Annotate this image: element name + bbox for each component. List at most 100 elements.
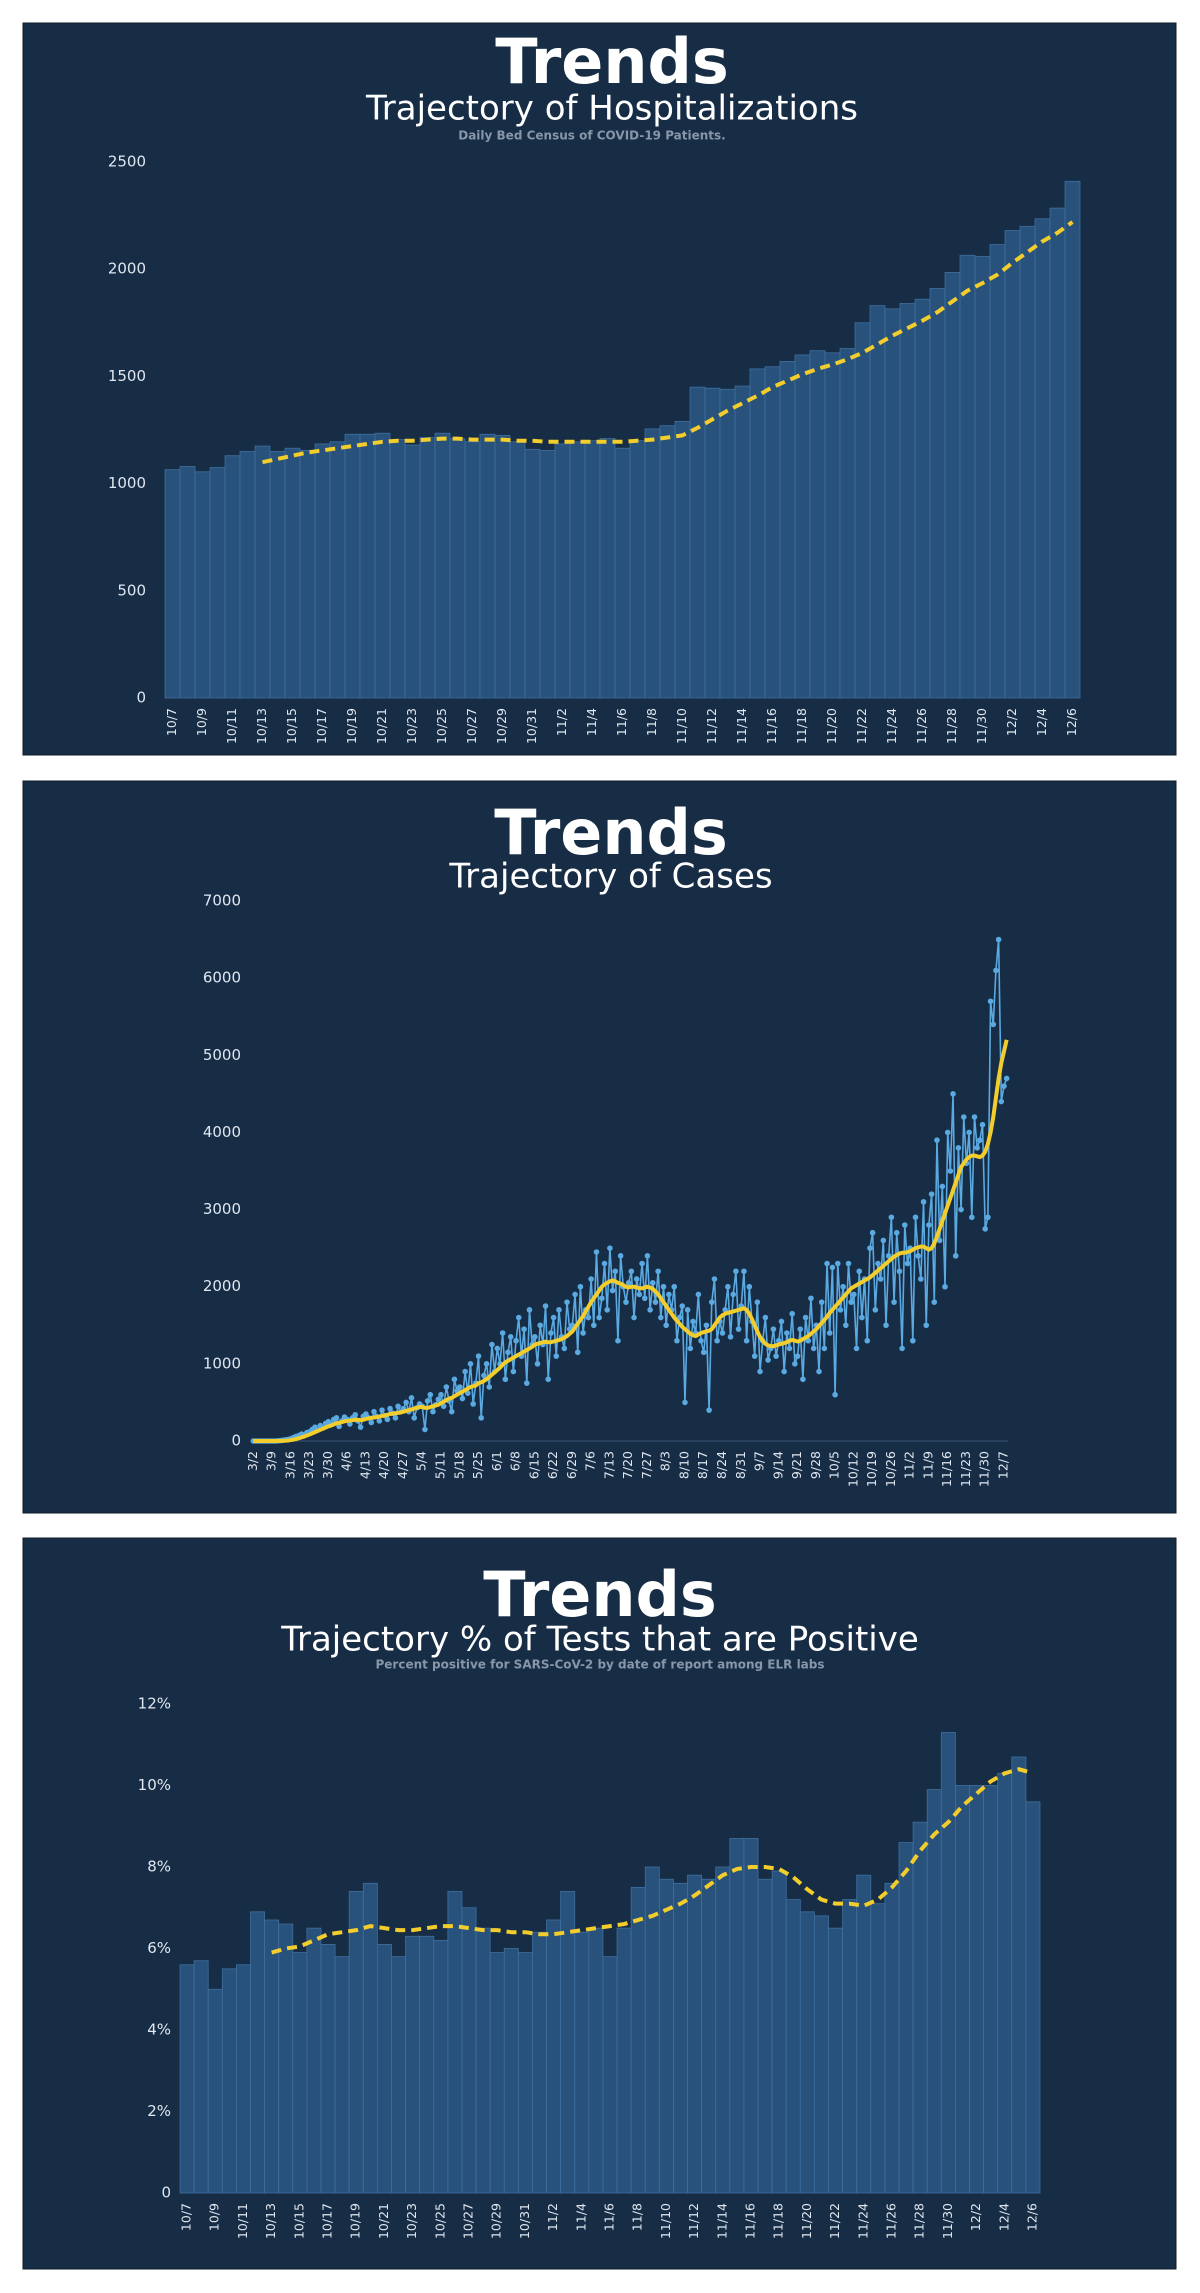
- y-tick-label: 8%: [147, 1858, 171, 1876]
- point: [934, 1137, 940, 1143]
- x-tick-label: 11/20: [824, 708, 839, 744]
- point: [505, 1349, 511, 1356]
- point: [572, 1291, 578, 1298]
- point: [979, 1121, 986, 1128]
- point: [599, 1295, 605, 1302]
- point: [794, 1353, 801, 1359]
- x-tick-label: 11/12: [704, 708, 719, 744]
- bar: [644, 428, 661, 699]
- y-tick-label: 4%: [147, 2021, 171, 2039]
- bar: [419, 437, 436, 699]
- point: [926, 1222, 932, 1228]
- point: [467, 1361, 474, 1367]
- x-tick-label: 11/22: [827, 2203, 842, 2239]
- bar: [629, 440, 646, 699]
- x-tick-label: 11/30: [940, 2203, 955, 2239]
- x-tick-label: 12/6: [1064, 708, 1079, 736]
- bar: [785, 1899, 801, 2194]
- point: [821, 1345, 828, 1352]
- bar: [194, 471, 211, 699]
- x-tick-label: 10/27: [464, 708, 479, 744]
- point: [628, 1268, 635, 1275]
- x-tick-label: 11/18: [794, 708, 809, 744]
- bar: [814, 1915, 829, 2194]
- x-tick-label: 11/2: [545, 2203, 560, 2231]
- bar: [1025, 1801, 1041, 2194]
- point: [896, 1268, 903, 1275]
- point: [440, 1403, 447, 1410]
- point: [706, 1407, 712, 1413]
- point: [537, 1322, 543, 1329]
- x-tick-label: 10/21: [376, 2203, 391, 2239]
- bar: [509, 441, 526, 699]
- point: [462, 1368, 468, 1375]
- bar: [250, 1911, 265, 2194]
- point: [658, 1314, 664, 1321]
- point: [561, 1345, 568, 1352]
- point: [408, 1395, 415, 1401]
- point: [636, 1291, 643, 1298]
- point: [676, 1314, 683, 1321]
- x-tick-label: 11/2: [554, 708, 569, 736]
- x-tick-label: 10/26: [883, 1451, 898, 1487]
- point: [553, 1353, 560, 1359]
- point: [695, 1291, 702, 1298]
- y-tick-label: 4000: [203, 1123, 241, 1141]
- x-tick-label: 8/3: [658, 1451, 673, 1471]
- x-tick-label: 10/7: [179, 2203, 194, 2231]
- point: [969, 1214, 975, 1221]
- x-tick-label: 11/28: [912, 2203, 927, 2239]
- bar: [839, 348, 856, 699]
- y-tick-label: 1500: [108, 367, 146, 385]
- point: [545, 1376, 552, 1383]
- bar: [374, 432, 391, 699]
- bar: [869, 305, 886, 699]
- point: [456, 1384, 463, 1390]
- point: [832, 1391, 838, 1398]
- bar: [940, 1732, 956, 2194]
- point: [939, 1183, 946, 1190]
- bar: [447, 1891, 463, 2194]
- bar: [348, 1891, 364, 2194]
- bar: [749, 368, 766, 699]
- x-tick-label: 11/30: [977, 1451, 992, 1487]
- point: [666, 1291, 672, 1298]
- point: [550, 1314, 557, 1321]
- point: [392, 1415, 399, 1421]
- bar: [899, 303, 916, 699]
- bar: [433, 1939, 449, 2194]
- x-tick-label: 8/10: [676, 1451, 691, 1479]
- bar: [884, 308, 901, 699]
- point: [703, 1322, 710, 1329]
- point: [684, 1307, 691, 1313]
- point: [875, 1260, 881, 1267]
- point: [864, 1337, 871, 1344]
- y-tick-label: 0: [161, 2184, 171, 2202]
- point: [792, 1361, 798, 1367]
- point: [971, 1114, 978, 1120]
- bar: [842, 1899, 858, 2194]
- point: [609, 1287, 616, 1294]
- bar: [569, 441, 586, 699]
- x-tick-label: 3/9: [264, 1451, 279, 1471]
- point: [990, 1021, 997, 1028]
- point: [682, 1399, 688, 1406]
- x-tick-label: 9/28: [808, 1451, 823, 1479]
- y-tick-label: 6000: [203, 969, 241, 987]
- x-tick-label: 6/15: [526, 1451, 541, 1479]
- x-tick-label: 11/20: [799, 2203, 814, 2239]
- x-tick-label: 9/21: [789, 1451, 804, 1479]
- y-tick-label: 0: [231, 1432, 241, 1450]
- point: [1001, 1083, 1007, 1089]
- point: [920, 1199, 927, 1205]
- point: [591, 1322, 597, 1329]
- point: [483, 1361, 490, 1367]
- point: [422, 1426, 428, 1433]
- point: [475, 1353, 482, 1359]
- point: [687, 1345, 694, 1352]
- bar: [193, 1960, 209, 2194]
- point: [395, 1403, 401, 1410]
- bar: [299, 449, 316, 699]
- x-tick-label: 6/29: [564, 1451, 579, 1479]
- point: [982, 1226, 989, 1232]
